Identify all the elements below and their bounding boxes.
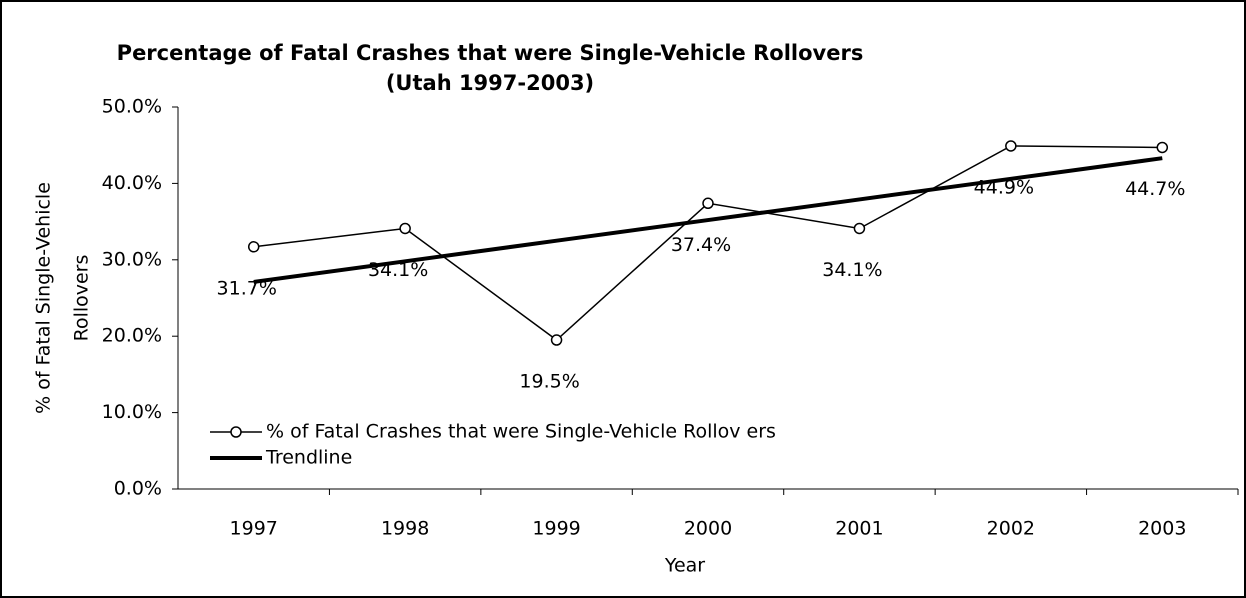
y-tick-label: 10.0%	[102, 401, 162, 423]
x-tick-label: 1999	[532, 518, 580, 540]
x-tick-label: 1997	[230, 518, 278, 540]
data-label: 37.4%	[671, 234, 731, 256]
y-tick-label: 30.0%	[102, 248, 162, 270]
y-tick-label: 40.0%	[102, 172, 162, 194]
marker	[1156, 141, 1169, 154]
marker	[702, 197, 714, 210]
data-label: 19.5%	[519, 371, 579, 393]
x-tick-label: 2002	[987, 518, 1035, 540]
data-label: 44.7%	[1125, 178, 1185, 200]
y-tick-label: 50.0%	[102, 96, 162, 118]
data-label: 34.1%	[822, 259, 882, 281]
marker	[550, 334, 563, 346]
y-axis-label: % of Fatal Single-Vehicle Rollovers	[33, 182, 93, 414]
chart-subtitle: (Utah 1997-2003)	[386, 71, 594, 95]
y-axis-label-line: Rollovers	[71, 255, 93, 342]
legend-label: % of Fatal Crashes that were Single-Vehi…	[266, 421, 776, 443]
legend-label: Trendline	[265, 447, 352, 469]
y-axis-label-line: % of Fatal Single-Vehicle	[33, 182, 55, 414]
marker	[247, 241, 260, 253]
x-tick-label: 2001	[835, 518, 883, 540]
x-tick-label: 2000	[684, 518, 732, 540]
x-tick-label: 1998	[381, 518, 429, 540]
marker	[399, 222, 411, 235]
marker	[853, 222, 866, 235]
y-tick-label: 0.0%	[114, 478, 162, 500]
y-tick-label: 20.0%	[102, 325, 162, 347]
marker	[1005, 140, 1017, 152]
trendline	[253, 156, 1163, 284]
chart-title: Percentage of Fatal Crashes that were Si…	[117, 41, 864, 65]
legend-marker	[230, 426, 242, 438]
x-axis-label: Year	[664, 555, 705, 577]
x-tick-label: 2003	[1138, 518, 1186, 540]
